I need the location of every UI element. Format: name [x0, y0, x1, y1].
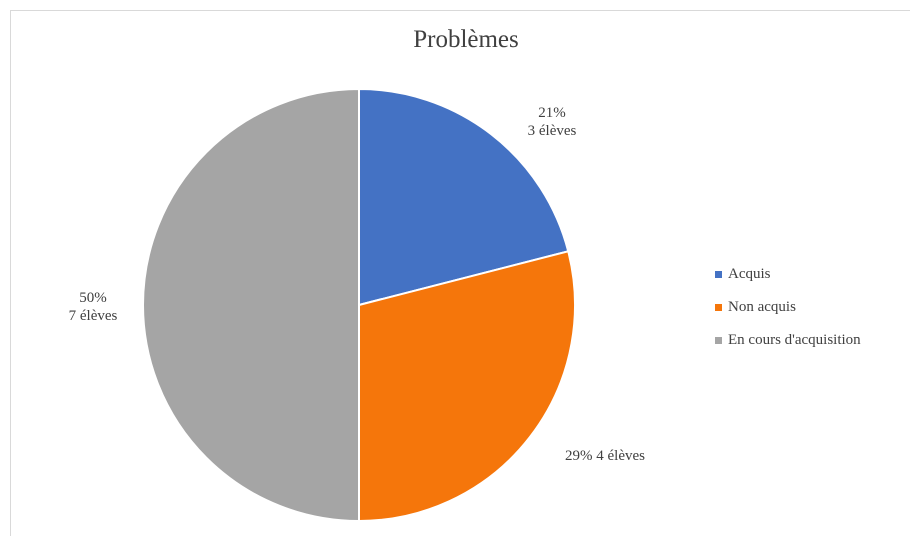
legend-item-non-acquis: Non acquis	[715, 291, 861, 324]
pie-slice-acquis	[358, 87, 570, 307]
data-label-en-cours: 50% 7 élèves	[69, 290, 118, 324]
legend-swatch-en-cours	[715, 337, 722, 344]
legend-item-en-cours: En cours d'acquisition	[715, 324, 861, 357]
legend-label-acquis: Acquis	[728, 266, 771, 282]
legend-swatch-acquis	[715, 271, 722, 278]
legend-label-non-acquis: Non acquis	[728, 299, 796, 315]
pie-slice-en-cours	[142, 87, 360, 523]
pie-slice-non-acquis	[358, 250, 576, 523]
data-label-non-acquis: 29% 4 élèves	[565, 448, 645, 464]
legend-swatch-non-acquis	[715, 304, 722, 311]
legend: Acquis Non acquis En cours d'acquisition	[715, 258, 861, 357]
data-label-acquis: 21% 3 élèves	[528, 105, 577, 139]
chart-frame	[10, 10, 910, 536]
legend-item-acquis: Acquis	[715, 258, 861, 291]
legend-label-en-cours: En cours d'acquisition	[728, 332, 861, 348]
chart-title: Problèmes	[413, 26, 519, 53]
